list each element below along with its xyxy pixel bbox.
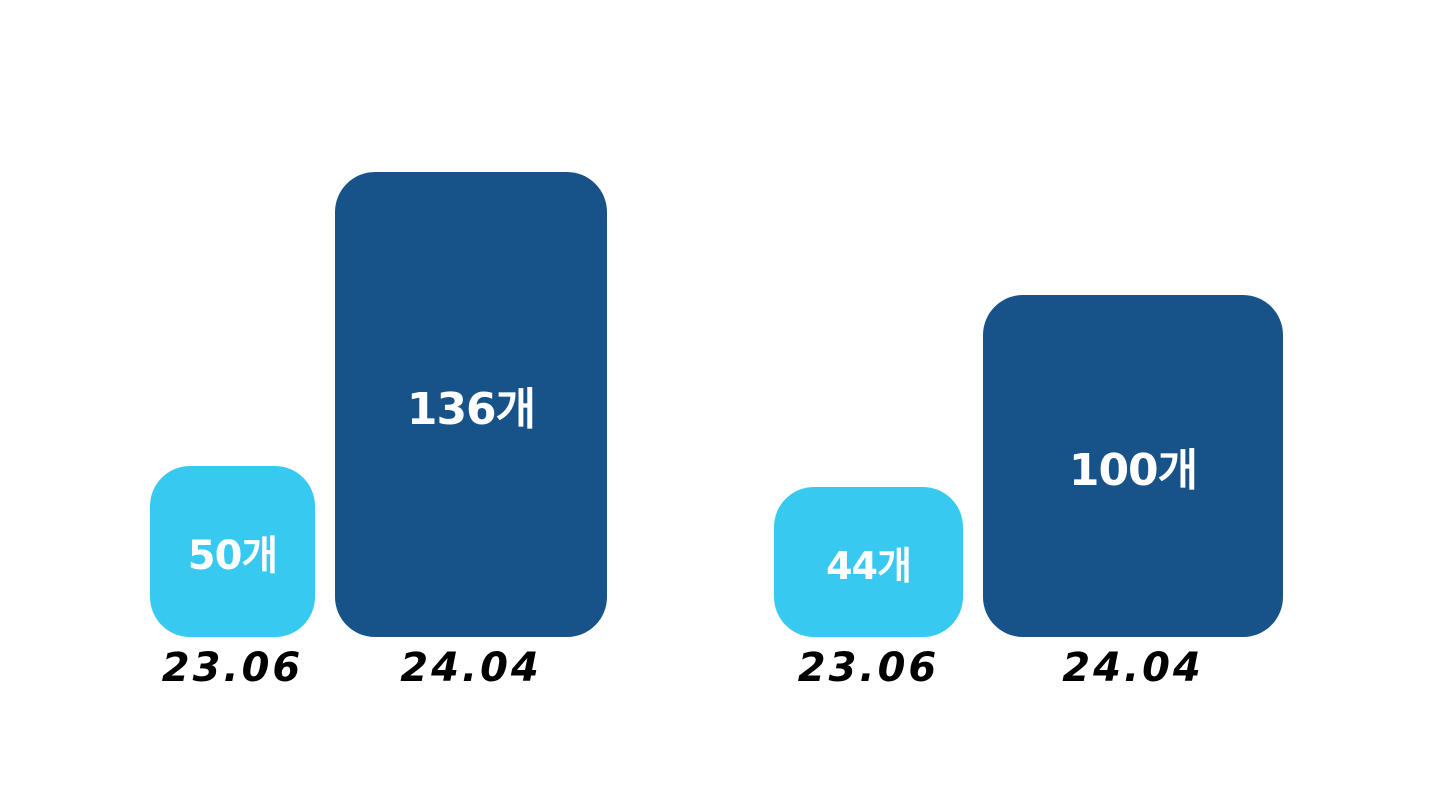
bar-23-06: 44개	[774, 487, 963, 637]
x-tick-label: 23.06	[797, 645, 940, 691]
bar-24-04: 100개	[983, 295, 1283, 637]
bar-value-label: 50개	[187, 532, 278, 579]
bar-value-label: 136개	[406, 383, 536, 435]
bar-value-label: 100개	[1068, 445, 1198, 496]
x-tick-label: 24.04	[1062, 645, 1204, 691]
x-tick-label: 23.06	[161, 645, 304, 691]
bar-23-06: 50개	[150, 466, 315, 637]
bar-value-label: 44개	[826, 543, 912, 588]
x-tick-label: 24.04	[400, 645, 542, 691]
bar-24-04: 136개	[335, 172, 607, 637]
